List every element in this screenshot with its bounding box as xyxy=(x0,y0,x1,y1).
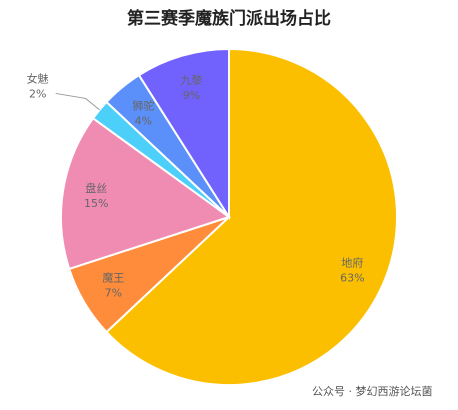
value-label: 63% xyxy=(340,271,364,284)
pie-slice xyxy=(105,47,398,386)
slice-label: 盘丝 xyxy=(85,181,107,195)
pie-slice xyxy=(137,47,230,221)
slice-label: 女魅 xyxy=(27,71,49,85)
value-label: 4% xyxy=(135,114,152,127)
slice-label: 魔王 xyxy=(102,270,124,284)
slice-label: 地府 xyxy=(341,255,363,269)
value-label: 9% xyxy=(183,89,200,102)
value-label: 7% xyxy=(105,286,122,299)
value-label: 15% xyxy=(84,197,108,210)
slice-label: 九黎 xyxy=(181,73,203,87)
slice-label: 狮驼 xyxy=(132,98,154,112)
value-label: 2% xyxy=(29,87,46,100)
chart-title: 第三赛季魔族门派出场占比 xyxy=(127,8,331,29)
pie-slice xyxy=(60,116,232,271)
watermark: 公众号 · 梦幻西游论坛菌 xyxy=(312,384,433,398)
leader-line xyxy=(55,92,100,111)
